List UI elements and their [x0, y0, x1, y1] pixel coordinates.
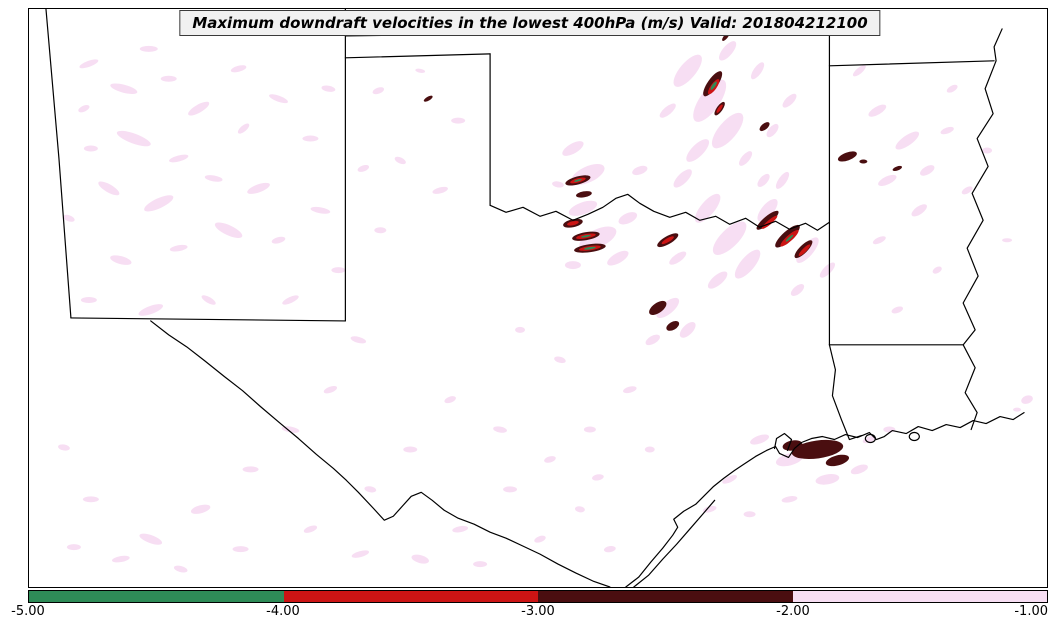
map-svg: [45, 9, 1033, 587]
border-new-mexico-south: [70, 317, 346, 322]
colorbar-segment-3: [538, 591, 793, 602]
border-new-mexico-west: [45, 9, 72, 319]
contour-level-1: [58, 41, 1033, 573]
river-mississippi: [962, 28, 1003, 431]
colorbar-segment-1: [29, 591, 284, 602]
contour-level-2: [423, 32, 903, 467]
state-borders: [45, 9, 1025, 587]
map-frame: [28, 8, 1048, 588]
colorbar: [28, 590, 1048, 603]
river-rio-grande-texas-mexico-border: [150, 320, 611, 587]
border-arkansas-missouri: [828, 60, 995, 67]
colorbar-segment-2: [283, 591, 538, 602]
title-box: Maximum downdraft velocities in the lowe…: [179, 10, 881, 36]
coastline-gulf: [625, 412, 1025, 587]
river-red-texas-oklahoma-border: [489, 193, 831, 231]
colorbar-tick-labels: -5.00 -4.00 -3.00 -2.00 -1.00: [11, 604, 1048, 622]
lake-calcasieu: [908, 431, 920, 442]
colorbar-segment-4: [792, 591, 1047, 602]
downdraft-contour-layer: [58, 32, 1033, 573]
border-texas-louisiana-sabine: [828, 344, 862, 441]
colorbar-tick-label-5: -1.00: [1014, 604, 1048, 619]
colorbar-tick-label-2: -4.00: [266, 604, 300, 619]
barrier-island-padre: [633, 499, 716, 587]
border-texas-panhandle-north: [344, 53, 491, 59]
colorbar-tick-label-1: -5.00: [11, 604, 45, 619]
contour-level-4: [574, 81, 794, 250]
lake-sabine: [864, 433, 876, 444]
plot-title: Maximum downdraft velocities in the lowe…: [192, 14, 868, 32]
bay-galveston: [773, 432, 793, 452]
colorbar-tick-label-4: -2.00: [776, 604, 810, 619]
colorbar-tick-label-3: -3.00: [521, 604, 555, 619]
